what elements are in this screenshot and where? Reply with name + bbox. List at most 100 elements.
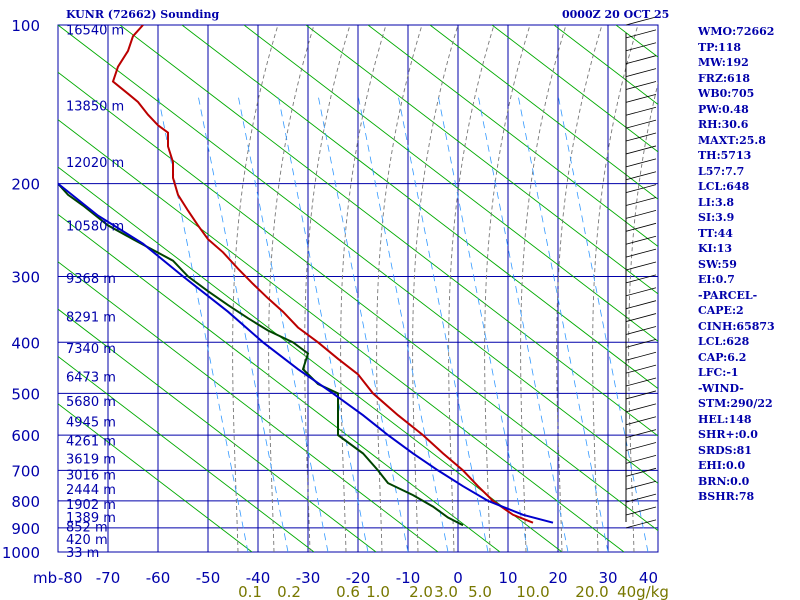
dry-adiabat-line <box>58 166 563 552</box>
dry-adiabat-line <box>119 25 658 437</box>
wind-barb <box>625 442 657 451</box>
indices-panel: WMO:72662 TP:118 MW:192 FRZ:618 WB0:705 PW:0.… <box>698 24 798 505</box>
index-line: WB0:705 <box>698 87 755 100</box>
wind-barb <box>625 81 657 90</box>
moist-adiabat-curve <box>340 25 387 552</box>
index-line: SW:59 <box>698 257 737 271</box>
chart-title: KUNR (72662) Sounding <box>66 8 220 21</box>
dry-adiabat-line <box>58 403 253 552</box>
index-line: EI:0.7 <box>698 273 735 286</box>
height-mark-label: 1902 m <box>66 498 116 513</box>
wind-barb <box>625 235 657 245</box>
parcel-trace <box>58 182 554 524</box>
x-axis-unit: mb <box>33 569 57 587</box>
temperature-tick-label: -10 <box>396 569 421 587</box>
wind-barb <box>625 171 657 181</box>
index-line: CAPE:2 <box>698 304 744 317</box>
pressure-tick-label: 700 <box>11 462 40 480</box>
index-line: EHI:0.0 <box>698 459 746 472</box>
temperature-tick-label: -70 <box>96 569 121 587</box>
mixing-ratio-label: 2.0 <box>409 583 433 600</box>
moist-adiabat-curve <box>412 25 459 552</box>
index-line: TT:44 <box>698 226 733 240</box>
dry-adiabat-line <box>58 308 377 552</box>
mixing-ratio-line <box>237 94 329 552</box>
height-mark-label: 4945 m <box>66 416 116 431</box>
mixing-ratio-label: 10.0 <box>516 583 549 600</box>
temperature-tick-label: -50 <box>196 569 221 587</box>
moist-adiabat-curve <box>268 25 315 552</box>
index-line: RH:30.6 <box>698 118 749 131</box>
index-line: SRDS:81 <box>698 443 752 457</box>
pressure-tick-label: 600 <box>11 427 40 445</box>
index-line: PW:0.48 <box>698 102 749 116</box>
mixing-ratio-label: 0.1 <box>238 583 262 600</box>
pressure-tick-label: 800 <box>11 493 40 511</box>
dry-adiabat-line <box>429 25 658 200</box>
mixing-ratio-line <box>477 94 569 552</box>
wind-barb <box>625 351 657 361</box>
dry-adiabat-line <box>367 25 658 248</box>
mixing-ratio-label: 0.6 <box>336 583 360 600</box>
wind-barb <box>625 403 657 413</box>
wind-barb <box>625 455 657 464</box>
height-mark-label: 3619 m <box>66 453 116 468</box>
mixing-ratio-label: 5.0 <box>468 583 492 600</box>
height-mark-label: 7340 m <box>66 342 116 357</box>
moist-adiabat-curve <box>520 25 567 552</box>
dry-adiabat-line <box>58 71 658 532</box>
dry-adiabat-line <box>58 119 625 552</box>
index-line: HEL:148 <box>698 412 752 426</box>
chart-timestamp: 0000Z 20 OCT 25 <box>562 8 670 21</box>
wind-barb <box>625 377 657 387</box>
moist-adiabat-curve <box>628 81 658 552</box>
mixing-ratio-line <box>557 94 649 552</box>
wind-barb <box>625 132 657 142</box>
height-mark-label: 3016 m <box>66 468 116 483</box>
index-line: LFC:-1 <box>698 366 739 379</box>
dry-adiabat-line <box>491 25 658 153</box>
height-mark-label: 6473 m <box>66 371 116 386</box>
mixing-ratio-line <box>157 94 249 552</box>
index-line: LCL:628 <box>698 335 750 348</box>
wind-barb <box>625 416 657 426</box>
mixing-ratio-label: 1.0 <box>366 583 390 600</box>
wind-barb <box>625 222 657 232</box>
moist-adiabat-curve <box>376 25 423 552</box>
index-line: -PARCEL- <box>698 288 758 302</box>
wind-barb <box>625 364 657 374</box>
dry-adiabat-line <box>58 25 658 484</box>
temperature-tick-label: -80 <box>58 569 83 587</box>
height-mark-label: 12020 m <box>66 156 124 171</box>
moist-adiabat-curve <box>556 25 603 552</box>
wind-barb <box>625 326 657 335</box>
temperature-tick-label: -40 <box>246 569 271 587</box>
index-line: MAXT:25.8 <box>698 133 766 147</box>
mixing-ratio-label: 3.0 <box>434 583 458 600</box>
wind-barb <box>625 184 657 194</box>
index-line: CAP:6.2 <box>698 350 747 364</box>
wind-barb <box>625 197 657 206</box>
index-line: LI:3.8 <box>698 195 735 209</box>
wind-barb <box>625 338 657 348</box>
wind-barb <box>625 300 657 310</box>
wind-barb <box>625 68 657 77</box>
pressure-tick-label: 500 <box>11 385 40 403</box>
moist-adiabat-curve <box>484 25 531 552</box>
temperature-trace <box>111 25 534 524</box>
index-line: LCL:648 <box>698 180 750 193</box>
index-line: BSHR:78 <box>698 490 755 503</box>
dry-adiabat-line <box>181 25 658 390</box>
dry-adiabat-line <box>243 25 658 342</box>
pressure-tick-label: 300 <box>11 268 40 286</box>
wind-barb <box>625 313 657 322</box>
wind-barb <box>625 248 657 258</box>
index-line: MW:192 <box>698 56 749 69</box>
wind-barb <box>625 493 657 503</box>
mixing-ratio-line <box>437 94 529 552</box>
wind-barb <box>625 261 657 271</box>
wind-barb <box>625 158 657 168</box>
height-mark-label: 420 m <box>66 533 108 548</box>
temperature-tick-label: 30 <box>598 569 617 587</box>
temperature-tick-label: -60 <box>146 569 171 587</box>
